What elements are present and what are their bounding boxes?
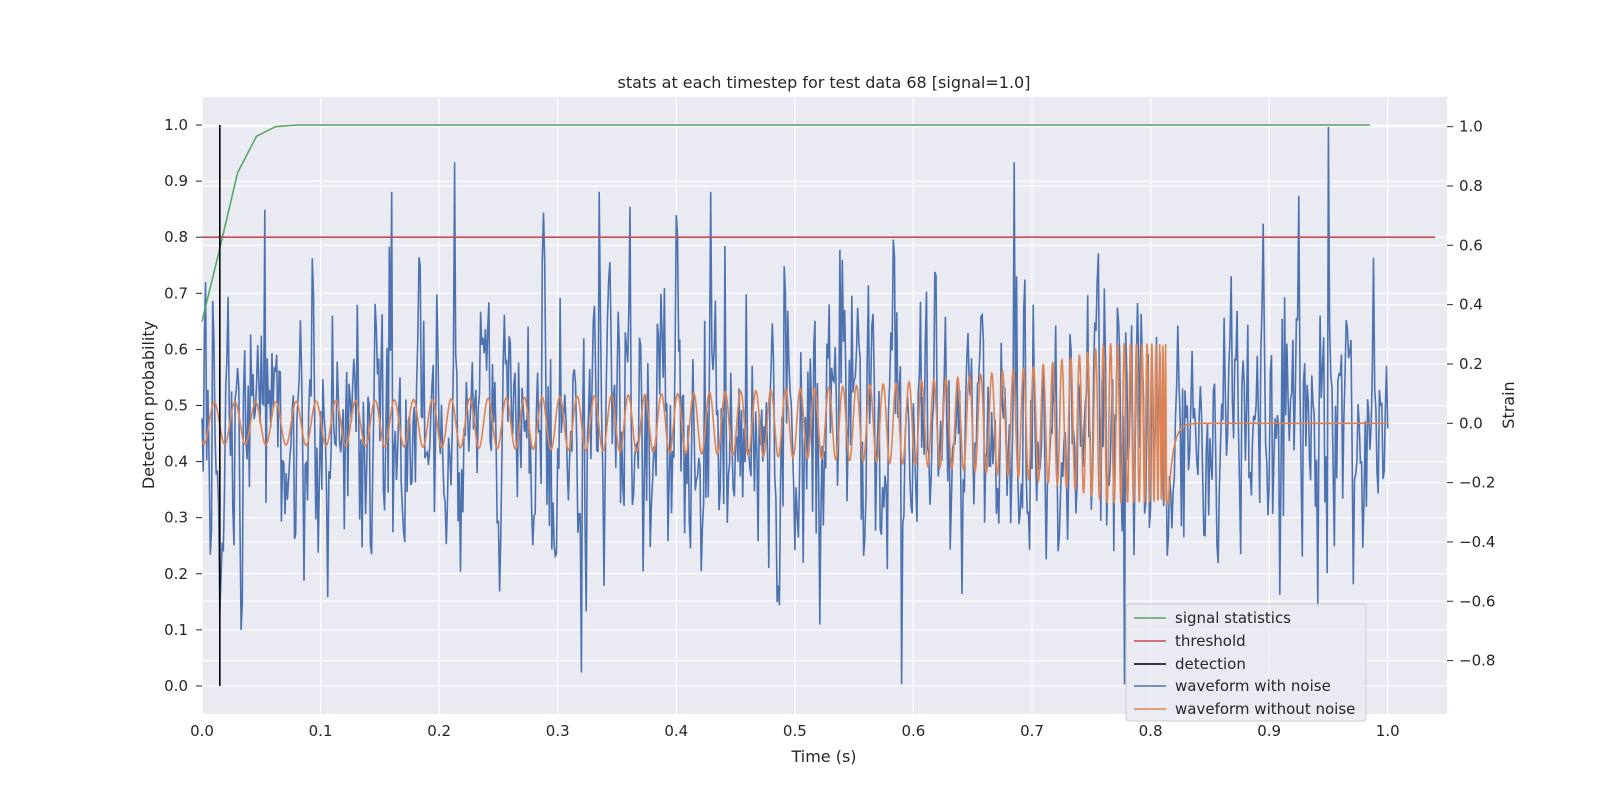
legend-label-waveform-with-noise: waveform with noise bbox=[1175, 677, 1331, 695]
y-right-tick-label: −0.8 bbox=[1459, 652, 1495, 670]
y-right-tick-label: 0.0 bbox=[1459, 414, 1483, 432]
x-tick-label: 0.5 bbox=[783, 722, 807, 740]
series-waveform-without-noise bbox=[201, 341, 1388, 505]
legend-label-threshold: threshold bbox=[1175, 632, 1246, 650]
y-right-tick-label: 0.8 bbox=[1459, 177, 1483, 195]
y-left-tick-label: 0.3 bbox=[164, 509, 188, 527]
x-tick-label: 0.1 bbox=[309, 722, 333, 740]
legend-label-waveform-without-noise: waveform without noise bbox=[1175, 700, 1355, 718]
y-left-tick-label: 0.8 bbox=[164, 228, 188, 246]
x-tick-label: 0.3 bbox=[546, 722, 570, 740]
legend: signal statistics threshold detection wa… bbox=[1125, 603, 1367, 722]
y-right-tick-label: 0.6 bbox=[1459, 236, 1483, 254]
series-signal-statistics bbox=[201, 124, 1370, 322]
y-left-tick-label: 0.1 bbox=[164, 621, 188, 639]
x-axis-label: Time (s) bbox=[790, 747, 856, 766]
y-right-tick-label: 0.4 bbox=[1459, 296, 1483, 314]
y-axis-left-label: Detection probability bbox=[139, 321, 158, 489]
legend-box bbox=[1125, 603, 1367, 722]
x-tick-label: 0.0 bbox=[190, 722, 214, 740]
y-left-tick-label: 0.0 bbox=[164, 677, 188, 695]
x-tick-label: 0.8 bbox=[1139, 722, 1163, 740]
series-waveform-with-noise bbox=[201, 126, 1389, 685]
y-right-tick-label: −0.6 bbox=[1459, 592, 1495, 610]
y-left-tick-label: 0.5 bbox=[164, 397, 188, 415]
y-right-tick-label: 1.0 bbox=[1459, 118, 1483, 136]
y-right-tick-label: −0.4 bbox=[1459, 533, 1495, 551]
y-left-tick-label: 0.2 bbox=[164, 565, 188, 583]
y-left-tick-label: 0.4 bbox=[164, 453, 188, 471]
y-left-tick-label: 0.6 bbox=[164, 340, 188, 358]
chart-title: stats at each timestep for test data 68 … bbox=[618, 73, 1031, 92]
y-left-tick-label: 0.9 bbox=[164, 172, 188, 190]
x-tick-label: 0.6 bbox=[901, 722, 925, 740]
y-left-tick-label: 0.7 bbox=[164, 284, 188, 302]
axis-ticks: 0.0 0.1 0.2 0.3 0.4 0.5 0.6 0.7 0.8 0.9 1.0 0.0 0.1 0… bbox=[164, 116, 1495, 740]
legend-label-detection: detection bbox=[1175, 655, 1246, 673]
y-right-tick-label: −0.2 bbox=[1459, 474, 1495, 492]
y-axis-right-label: Strain bbox=[1499, 381, 1518, 428]
x-tick-label: 0.9 bbox=[1257, 722, 1281, 740]
y-left-tick-label: 1.0 bbox=[164, 116, 188, 134]
series-layer bbox=[201, 124, 1436, 686]
x-tick-label: 0.2 bbox=[427, 722, 451, 740]
legend-label-signal-statistics: signal statistics bbox=[1175, 609, 1291, 627]
x-tick-label: 0.7 bbox=[1020, 722, 1044, 740]
x-tick-label: 0.4 bbox=[664, 722, 688, 740]
y-right-tick-label: 0.2 bbox=[1459, 355, 1483, 373]
x-tick-label: 1.0 bbox=[1376, 722, 1400, 740]
